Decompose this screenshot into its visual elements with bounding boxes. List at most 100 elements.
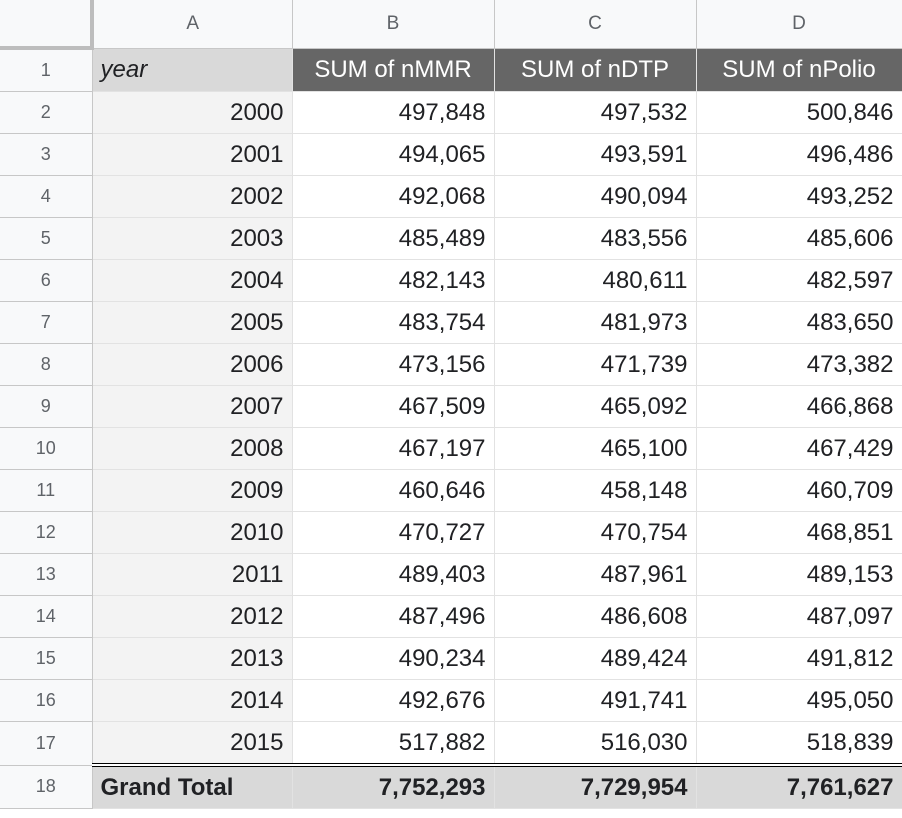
cell-dtp[interactable]: 487,961 <box>494 553 697 596</box>
row-header[interactable]: 15 <box>0 637 93 680</box>
row-header[interactable]: 1 <box>0 48 93 92</box>
cell-dtp[interactable]: 497,532 <box>494 91 697 134</box>
cell-polio[interactable]: 496,486 <box>696 133 902 176</box>
row-header[interactable]: 11 <box>0 469 93 512</box>
row-header[interactable]: 7 <box>0 301 93 344</box>
cell-polio[interactable]: 500,846 <box>696 91 902 134</box>
cell-year[interactable]: 2013 <box>92 637 293 680</box>
cell-polio[interactable]: 467,429 <box>696 427 902 470</box>
cell-mmr[interactable]: 487,496 <box>292 595 495 638</box>
cell-mmr[interactable]: 490,234 <box>292 637 495 680</box>
row-header[interactable]: 8 <box>0 343 93 386</box>
cell-year[interactable]: 2012 <box>92 595 293 638</box>
column-header-d[interactable]: D <box>696 0 902 49</box>
row-header[interactable]: 4 <box>0 175 93 218</box>
cell-polio[interactable]: 487,097 <box>696 595 902 638</box>
cell-polio[interactable]: 518,839 <box>696 721 902 766</box>
cell-year[interactable]: 2001 <box>92 133 293 176</box>
row-header[interactable]: 2 <box>0 91 93 134</box>
cell-mmr[interactable]: 460,646 <box>292 469 495 512</box>
cell-dtp[interactable]: 481,973 <box>494 301 697 344</box>
row-header[interactable]: 13 <box>0 553 93 596</box>
cell-polio[interactable]: 466,868 <box>696 385 902 428</box>
cell-year[interactable]: 2006 <box>92 343 293 386</box>
cell-year[interactable]: 2015 <box>92 721 293 766</box>
cell-polio[interactable]: 482,597 <box>696 259 902 302</box>
cell-mmr[interactable]: 467,197 <box>292 427 495 470</box>
column-header-c[interactable]: C <box>494 0 697 49</box>
cell-dtp[interactable]: 458,148 <box>494 469 697 512</box>
cell-polio[interactable]: 485,606 <box>696 217 902 260</box>
cell-polio-header[interactable]: SUM of nPolio <box>696 48 902 92</box>
row-header[interactable]: 12 <box>0 511 93 554</box>
cell-grand-total-mmr[interactable]: 7,752,293 <box>292 763 495 809</box>
table-row: 5 2003 485,489 483,556 485,606 <box>0 217 902 260</box>
cell-grand-total-polio[interactable]: 7,761,627 <box>696 763 902 809</box>
row-header[interactable]: 3 <box>0 133 93 176</box>
cell-mmr[interactable]: 473,156 <box>292 343 495 386</box>
cell-mmr[interactable]: 494,065 <box>292 133 495 176</box>
row-header[interactable]: 6 <box>0 259 93 302</box>
cell-mmr[interactable]: 467,509 <box>292 385 495 428</box>
cell-dtp[interactable]: 490,094 <box>494 175 697 218</box>
cell-polio[interactable]: 491,812 <box>696 637 902 680</box>
cell-mmr[interactable]: 492,068 <box>292 175 495 218</box>
cell-year[interactable]: 2008 <box>92 427 293 470</box>
cell-dtp[interactable]: 516,030 <box>494 721 697 766</box>
cell-dtp[interactable]: 465,092 <box>494 385 697 428</box>
cell-dtp[interactable]: 470,754 <box>494 511 697 554</box>
row-header[interactable]: 9 <box>0 385 93 428</box>
cell-mmr[interactable]: 497,848 <box>292 91 495 134</box>
row-header[interactable]: 5 <box>0 217 93 260</box>
cell-dtp[interactable]: 491,741 <box>494 679 697 722</box>
cell-year[interactable]: 2003 <box>92 217 293 260</box>
cell-grand-total-label[interactable]: Grand Total <box>92 763 293 809</box>
cell-year[interactable]: 2000 <box>92 91 293 134</box>
cell-mmr[interactable]: 517,882 <box>292 721 495 766</box>
row-header[interactable]: 10 <box>0 427 93 470</box>
cell-mmr[interactable]: 489,403 <box>292 553 495 596</box>
table-row: 4 2002 492,068 490,094 493,252 <box>0 175 902 218</box>
cell-mmr[interactable]: 485,489 <box>292 217 495 260</box>
cell-dtp[interactable]: 483,556 <box>494 217 697 260</box>
cell-year[interactable]: 2005 <box>92 301 293 344</box>
cell-year[interactable]: 2009 <box>92 469 293 512</box>
cell-dtp[interactable]: 471,739 <box>494 343 697 386</box>
cell-year[interactable]: 2004 <box>92 259 293 302</box>
select-all-corner[interactable] <box>0 0 94 50</box>
cell-polio[interactable]: 483,650 <box>696 301 902 344</box>
row-header[interactable]: 16 <box>0 679 93 722</box>
cell-year[interactable]: 2014 <box>92 679 293 722</box>
cell-dtp[interactable]: 493,591 <box>494 133 697 176</box>
row-header[interactable]: 18 <box>0 765 93 809</box>
cell-year[interactable]: 2002 <box>92 175 293 218</box>
cell-dtp[interactable]: 486,608 <box>494 595 697 638</box>
cell-grand-total-dtp[interactable]: 7,729,954 <box>494 763 697 809</box>
cell-dtp[interactable]: 480,611 <box>494 259 697 302</box>
cell-dtp[interactable]: 465,100 <box>494 427 697 470</box>
cell-year-header[interactable]: year <box>92 48 293 92</box>
column-header-b[interactable]: B <box>292 0 495 49</box>
grand-total-row: 18 Grand Total 7,752,293 7,729,954 7,761,627 <box>0 763 902 809</box>
cell-dtp-header[interactable]: SUM of nDTP <box>494 48 697 92</box>
cell-dtp[interactable]: 489,424 <box>494 637 697 680</box>
cell-polio[interactable]: 489,153 <box>696 553 902 596</box>
cell-mmr[interactable]: 470,727 <box>292 511 495 554</box>
column-header-a[interactable]: A <box>92 0 293 49</box>
cell-mmr[interactable]: 482,143 <box>292 259 495 302</box>
cell-year[interactable]: 2011 <box>92 553 293 596</box>
table-row: 7 2005 483,754 481,973 483,650 <box>0 301 902 344</box>
cell-polio[interactable]: 468,851 <box>696 511 902 554</box>
cell-mmr-header[interactable]: SUM of nMMR <box>292 48 495 92</box>
cell-polio[interactable]: 495,050 <box>696 679 902 722</box>
cell-year[interactable]: 2010 <box>92 511 293 554</box>
cell-mmr[interactable]: 492,676 <box>292 679 495 722</box>
row-header[interactable]: 14 <box>0 595 93 638</box>
cell-polio[interactable]: 473,382 <box>696 343 902 386</box>
cell-polio[interactable]: 493,252 <box>696 175 902 218</box>
cell-polio[interactable]: 460,709 <box>696 469 902 512</box>
cell-year[interactable]: 2007 <box>92 385 293 428</box>
cell-mmr[interactable]: 483,754 <box>292 301 495 344</box>
row-header[interactable]: 17 <box>0 721 93 766</box>
